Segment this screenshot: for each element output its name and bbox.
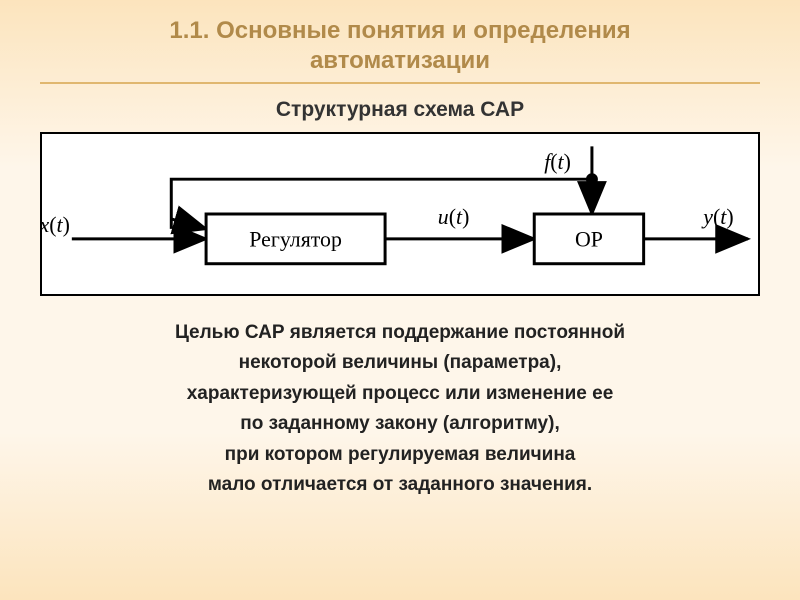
body-line-2: некоторой величины (параметра),: [40, 348, 760, 378]
body-text: Целью САР является поддержание постоянно…: [40, 318, 760, 500]
diagram-frame: x(t) u(t) y(t) f(t) Регулятор ОР: [40, 132, 760, 296]
feedback-arrow: [171, 219, 206, 229]
title-underline: [40, 82, 760, 84]
title-line-2: автоматизации: [0, 46, 800, 76]
block-label-op: ОР: [575, 228, 603, 252]
signal-label-x: x(t): [42, 213, 70, 237]
title-line-1: 1.1. Основные понятия и определения: [0, 16, 800, 46]
slide-title: 1.1. Основные понятия и определения авто…: [0, 0, 800, 76]
signal-label-u: u(t): [438, 205, 470, 229]
body-line-1: Целью САР является поддержание постоянно…: [40, 318, 760, 348]
body-line-3: характеризующей процесс или изменение ее: [40, 379, 760, 409]
signal-label-f: f(t): [544, 150, 571, 174]
body-line-6: мало отличается от заданного значения.: [40, 470, 760, 500]
body-line-4: по заданному закону (алгоритму),: [40, 409, 760, 439]
sar-block-diagram: x(t) u(t) y(t) f(t) Регулятор ОР: [42, 134, 758, 294]
body-line-5: при котором регулируемая величина: [40, 440, 760, 470]
block-label-reg: Регулятор: [249, 228, 342, 252]
subtitle: Структурная схема САР: [0, 98, 800, 122]
signal-label-y: y(t): [701, 205, 733, 229]
feedback-junction: [586, 173, 598, 185]
